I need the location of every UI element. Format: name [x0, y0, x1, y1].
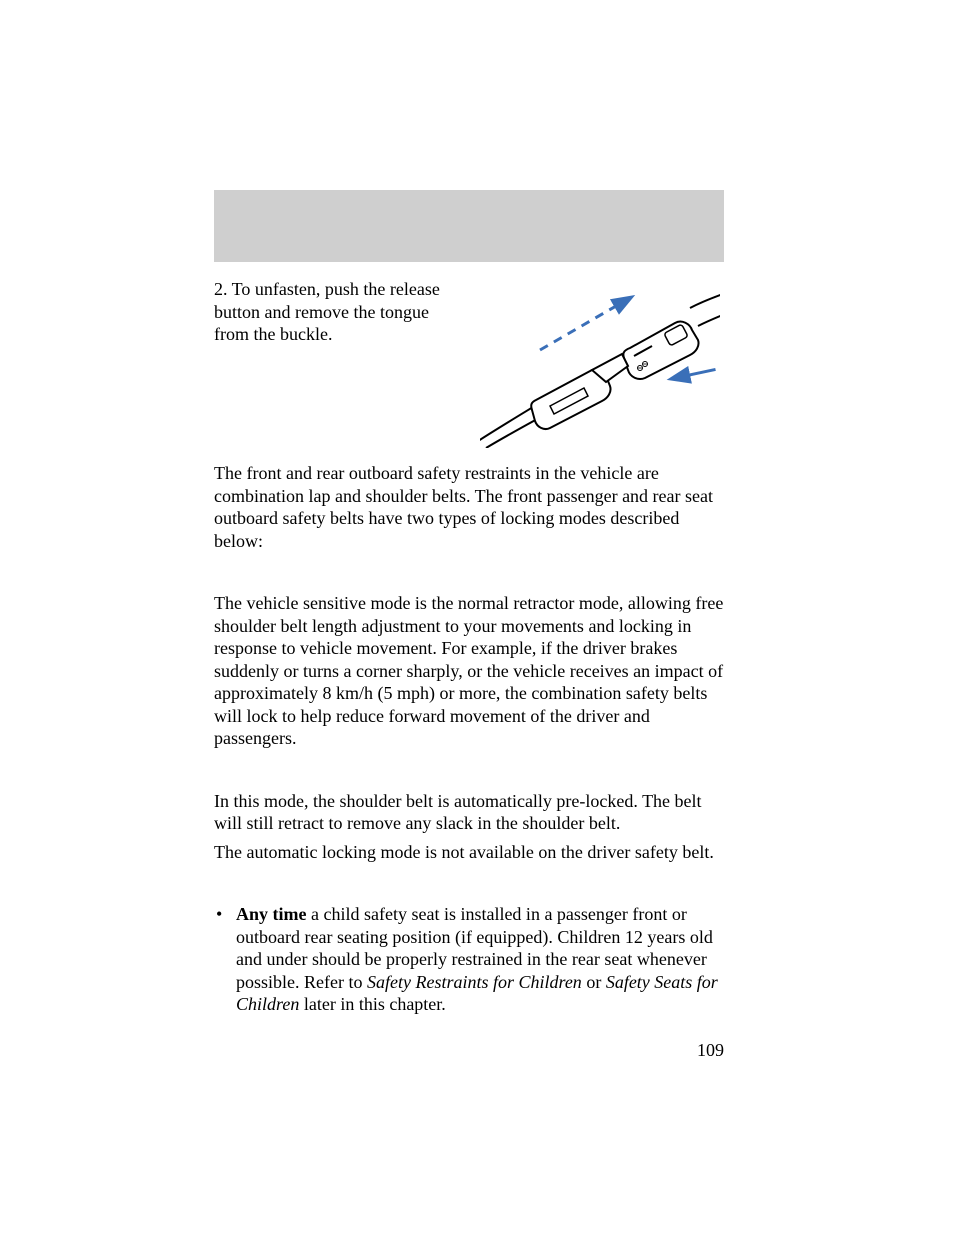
bullet-ital-a: Safety Restraints for Children — [367, 972, 582, 992]
bullet-mid: or — [582, 972, 606, 992]
dashed-arrow — [540, 298, 630, 350]
bullet-marker: • — [214, 903, 236, 926]
paragraph-auto-lock-1: In this mode, the shoulder belt is autom… — [214, 790, 724, 835]
content-area: 2. To unfasten, push the release button … — [214, 278, 724, 1016]
bullet-lead: Any time — [236, 904, 307, 924]
latch-plate — [480, 354, 628, 448]
seatbelt-illustration — [480, 278, 720, 448]
paragraph-locking-modes: The front and rear outboard safety restr… — [214, 462, 724, 552]
seatbelt-svg — [480, 278, 720, 448]
bullet-text: Any time a child safety seat is installe… — [236, 903, 724, 1016]
buckle-receiver — [623, 292, 720, 379]
paragraph-vehicle-sensitive: The vehicle sensitive mode is the normal… — [214, 592, 724, 750]
paragraph-auto-lock-2: The automatic locking mode is not availa… — [214, 841, 724, 864]
bullet-tail: later in this chapter. — [299, 994, 445, 1014]
push-arrow — [672, 369, 715, 378]
step-text: 2. To unfasten, push the release button … — [214, 278, 466, 346]
bullet-item: • Any time a child safety seat is instal… — [214, 903, 724, 1016]
header-bar — [214, 190, 724, 262]
step-with-illustration: 2. To unfasten, push the release button … — [214, 278, 724, 448]
page: 2. To unfasten, push the release button … — [0, 0, 954, 1235]
page-number: 109 — [697, 1040, 724, 1061]
